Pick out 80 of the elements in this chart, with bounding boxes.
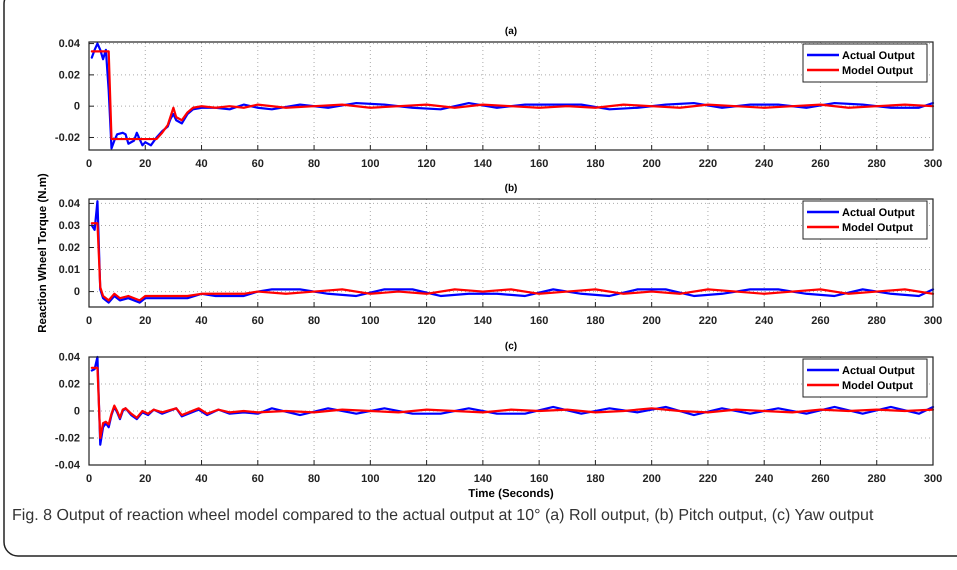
y-tick-label: 0.01: [58, 264, 80, 276]
x-tick-label: 80: [308, 314, 320, 327]
y-tick-label: 0.04: [58, 38, 81, 50]
x-tick-label: 240: [755, 472, 774, 485]
x-tick-label: 40: [195, 472, 208, 485]
y-tick-label: 0.02: [58, 242, 80, 254]
x-tick-label: 300: [924, 158, 942, 170]
x-axis-title: Time (Seconds): [468, 488, 554, 500]
legend-label: Model Output: [842, 380, 914, 392]
x-tick-label: 200: [642, 472, 661, 485]
x-tick-label: 0: [86, 158, 92, 170]
x-tick-label: 220: [698, 472, 718, 485]
y-tick-label: -0.02: [54, 432, 80, 445]
y-tick-label: 0: [74, 406, 80, 418]
x-tick-label: 180: [586, 158, 605, 170]
y-tick-label: 0.02: [58, 378, 80, 391]
y-tick-label: 0.02: [58, 69, 80, 82]
x-tick-label: 120: [417, 158, 436, 170]
chart-title: (c): [504, 341, 518, 352]
x-tick-label: 40: [195, 158, 208, 170]
line-series: [90, 50, 934, 140]
x-tick-label: 140: [474, 472, 492, 485]
y-tick-label: 0.03: [58, 220, 80, 232]
x-tick-label: 20: [139, 472, 152, 485]
y-tick-label: 0: [74, 100, 80, 113]
x-tick-label: 80: [308, 158, 320, 170]
x-tick-label: 0: [86, 314, 92, 327]
x-tick-label: 220: [698, 314, 718, 327]
x-tick-label: 0: [86, 472, 92, 485]
x-tick-label: 80: [308, 472, 320, 485]
x-tick-label: 180: [586, 472, 605, 485]
y-tick-label: 0: [74, 286, 80, 298]
x-tick-label: 260: [811, 158, 830, 170]
x-tick-label: 300: [924, 314, 942, 327]
x-tick-label: 60: [252, 472, 264, 485]
y-tick-label: -0.04: [54, 460, 81, 472]
x-tick-label: 220: [698, 158, 718, 170]
x-tick-label: 280: [868, 472, 886, 485]
line-series: [90, 222, 934, 302]
y-tick-label: -0.02: [54, 132, 80, 144]
chart-title: (a): [504, 26, 518, 37]
x-tick-label: 100: [361, 158, 380, 170]
x-tick-label: 240: [755, 158, 774, 170]
legend-label: Actual Output: [842, 50, 916, 62]
x-tick-label: 280: [868, 158, 886, 170]
legend-label: Model Output: [842, 65, 914, 77]
line-series: [90, 42, 934, 150]
y-tick-label: 0.04: [58, 352, 81, 364]
caption: Fig. 8 Output of reaction wheel model compared to the actual output at 10° (a) Roll output, (b) Pitch output, (c) Yaw output: [12, 507, 874, 524]
x-tick-label: 160: [530, 158, 548, 170]
x-tick-label: 60: [252, 158, 264, 170]
x-tick-label: 20: [139, 314, 152, 327]
x-tick-label: 60: [252, 314, 264, 327]
x-tick-label: 160: [530, 314, 548, 327]
x-tick-label: 100: [361, 472, 380, 485]
x-tick-label: 260: [811, 472, 830, 485]
x-tick-label: 200: [642, 314, 661, 327]
chart-title: (b): [504, 183, 518, 194]
x-tick-label: 140: [474, 158, 492, 170]
x-tick-label: 140: [474, 314, 492, 327]
x-tick-label: 180: [586, 314, 605, 327]
x-tick-label: 280: [868, 314, 886, 327]
x-tick-label: 300: [924, 472, 942, 485]
line-series: [90, 356, 934, 446]
x-tick-label: 100: [361, 314, 380, 327]
line-series: [90, 366, 934, 440]
x-tick-label: 260: [811, 314, 830, 327]
x-tick-label: 240: [755, 314, 774, 327]
y-tick-label: 0.04: [58, 198, 81, 210]
line-series: [90, 200, 934, 304]
x-tick-label: 120: [417, 314, 436, 327]
legend-label: Model Output: [842, 222, 914, 234]
x-tick-label: 20: [139, 158, 152, 170]
x-tick-label: 160: [530, 472, 548, 485]
x-tick-label: 120: [417, 472, 436, 485]
x-tick-label: 40: [195, 314, 208, 327]
legend-label: Actual Output: [842, 207, 916, 219]
legend-label: Actual Output: [842, 365, 916, 377]
x-tick-label: 200: [642, 158, 661, 170]
y-axis-title: Reaction Wheel Torque (N.m): [37, 173, 49, 333]
